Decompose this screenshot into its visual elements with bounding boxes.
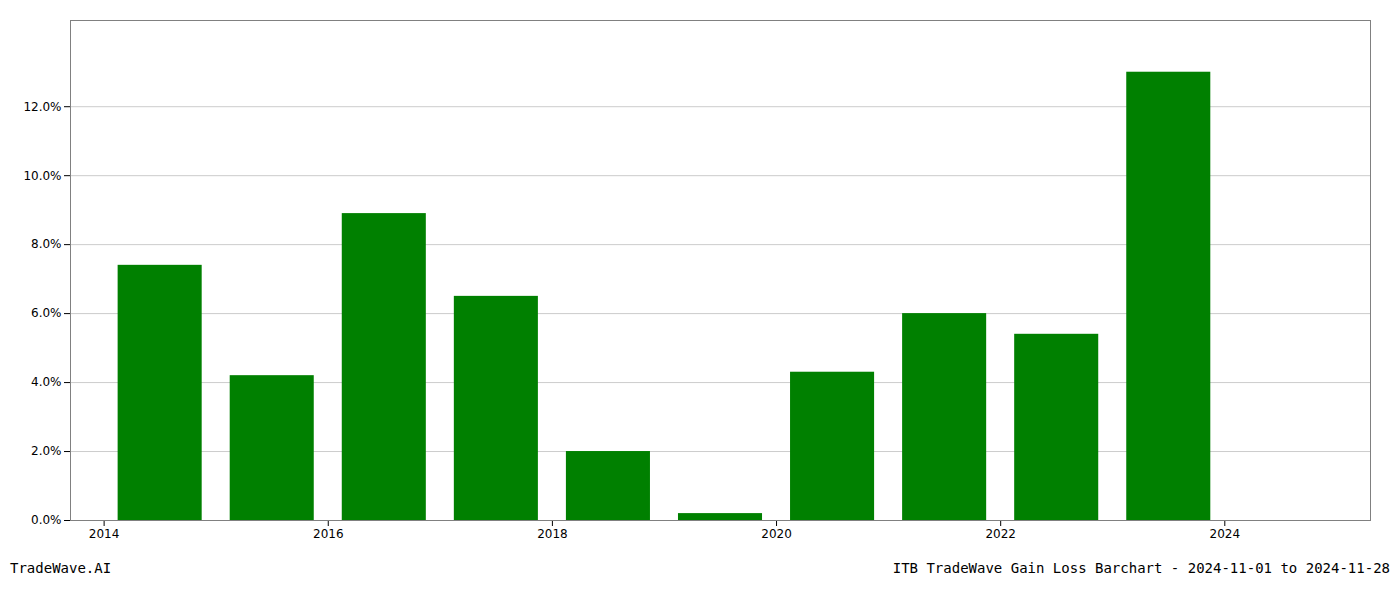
svg-text:10.0%: 10.0%: [23, 169, 61, 183]
svg-text:2.0%: 2.0%: [31, 444, 62, 458]
svg-text:8.0%: 8.0%: [31, 237, 62, 251]
svg-text:12.0%: 12.0%: [23, 100, 61, 114]
svg-text:2024: 2024: [1210, 527, 1241, 541]
svg-text:6.0%: 6.0%: [31, 306, 62, 320]
html-text:TradeWave.AI: TradeWave.AI: [10, 560, 112, 576]
svg-text:2018: 2018: [537, 527, 568, 541]
svg-text:2020: 2020: [761, 527, 792, 541]
svg-text:4.0%: 4.0%: [31, 375, 62, 389]
html-text:ITB TradeWave Gain Loss Barcha: ITB TradeWave Gain Loss Barchart - 2024-…: [892, 560, 1390, 576]
svg-text:2022: 2022: [985, 527, 1016, 541]
svg-text:0.0%: 0.0%: [31, 513, 62, 527]
svg-text:2014: 2014: [89, 527, 120, 541]
svg-text:2016: 2016: [313, 527, 344, 541]
